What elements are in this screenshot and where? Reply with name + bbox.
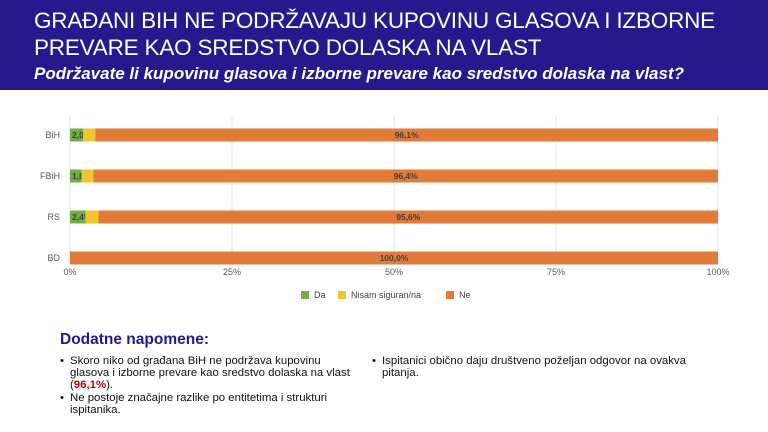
bullet-icon: • xyxy=(60,355,64,367)
note-text: Skoro niko od građana BiH ne podržava ku… xyxy=(70,355,350,392)
x-tick-label: 25% xyxy=(223,267,241,277)
note-suffix: ). xyxy=(106,379,114,392)
legend-item: Da xyxy=(301,289,326,301)
bullet-icon: • xyxy=(60,391,64,404)
notes-title: Dodatne napomene: xyxy=(60,331,209,348)
notes-left-column: • Skoro niko od građana BiH ne podržava k… xyxy=(60,355,360,416)
note-bullet: • Ne postoje značajne razlike po entiteti… xyxy=(60,392,360,416)
bullet-icon: • xyxy=(372,355,376,367)
category-label: BiH xyxy=(45,130,60,140)
bar-segment xyxy=(98,210,718,224)
note-highlight: 96,1% xyxy=(73,379,107,392)
stacked-bar-chart: 0%25%50%75%100%BiH2,0%96,1%FBiH1,8%96,4%… xyxy=(40,117,730,277)
bar-segment xyxy=(93,169,718,183)
note-text: Ispitanici obično daju društveno poželja… xyxy=(382,355,686,380)
note-bullet: • Skoro niko od građana BiH ne podržava k… xyxy=(60,355,360,392)
legend-label: Ne xyxy=(459,290,471,300)
x-tick-label: 0% xyxy=(63,267,76,277)
legend-label: Da xyxy=(314,290,326,300)
note-text: Ne postoje značajne razlike po entitetim… xyxy=(70,391,328,416)
bar-segment xyxy=(85,210,99,224)
data-label: 96,1% xyxy=(395,130,420,140)
data-label: 2,4% xyxy=(72,212,92,222)
data-label: 95,6% xyxy=(396,212,421,222)
page-subtitle: Podržavate li kupovinu glasova i izborne… xyxy=(34,64,685,83)
data-label: 100,0% xyxy=(380,253,409,263)
notes-right-column: • Ispitanici obično daju društveno poželj… xyxy=(372,355,702,379)
x-tick-label: 50% xyxy=(385,267,403,277)
legend-item: Ne xyxy=(446,289,471,301)
page-title: GRAĐANI BIH NE PODRŽAVAJU KUPOVINU GLASO… xyxy=(34,8,715,60)
legend-swatch xyxy=(301,291,309,299)
data-label: 2,0% xyxy=(72,130,92,140)
chart-legend: Da Nisam siguran/na Ne xyxy=(0,289,768,303)
header-banner: GRAĐANI BIH NE PODRŽAVAJU KUPOVINU GLASO… xyxy=(0,0,768,90)
legend-swatch xyxy=(338,291,346,299)
bar-segment xyxy=(70,128,83,142)
category-label: BD xyxy=(47,253,60,263)
category-label: FBiH xyxy=(40,171,60,181)
legend-item: Nisam siguran/na xyxy=(338,289,421,301)
legend-swatch xyxy=(446,291,454,299)
bar-segment xyxy=(70,169,82,183)
legend-label: Nisam siguran/na xyxy=(351,290,422,300)
bar-segment xyxy=(70,251,718,265)
bar-segment xyxy=(70,210,86,224)
category-label: RS xyxy=(47,212,60,222)
bar-segment xyxy=(81,169,94,183)
data-label: 96,4% xyxy=(394,171,419,181)
bar-segment xyxy=(95,128,719,142)
bar-segment xyxy=(82,128,96,142)
x-tick-label: 75% xyxy=(547,267,565,277)
note-bullet: • Ispitanici obično daju društveno poželj… xyxy=(372,355,702,379)
x-tick-label: 100% xyxy=(706,267,729,277)
